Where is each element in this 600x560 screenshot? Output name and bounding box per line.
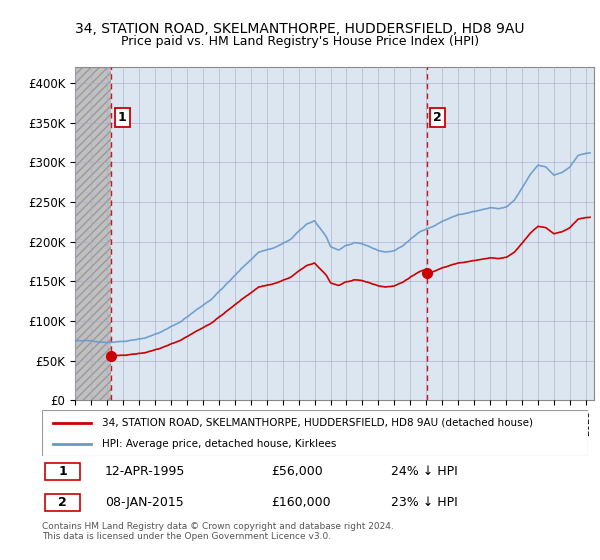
Text: 23% ↓ HPI: 23% ↓ HPI [391, 496, 458, 510]
Text: 08-JAN-2015: 08-JAN-2015 [105, 496, 184, 510]
Text: 2: 2 [433, 111, 442, 124]
Bar [45, 494, 80, 511]
Text: Price paid vs. HM Land Registry's House Price Index (HPI): Price paid vs. HM Land Registry's House … [121, 35, 479, 48]
Text: 34, STATION ROAD, SKELMANTHORPE, HUDDERSFIELD, HD8 9AU: 34, STATION ROAD, SKELMANTHORPE, HUDDERS… [75, 22, 525, 36]
Text: 1: 1 [58, 465, 67, 478]
Bar [75, 67, 112, 400]
Text: £160,000: £160,000 [271, 496, 331, 510]
Text: Contains HM Land Registry data © Crown copyright and database right 2024.
This d: Contains HM Land Registry data © Crown c… [42, 522, 394, 542]
Text: 24% ↓ HPI: 24% ↓ HPI [391, 465, 458, 478]
Text: 1: 1 [118, 111, 127, 124]
Text: 34, STATION ROAD, SKELMANTHORPE, HUDDERSFIELD, HD8 9AU (detached house): 34, STATION ROAD, SKELMANTHORPE, HUDDERS… [102, 418, 533, 428]
Bar [45, 463, 80, 480]
Text: 12-APR-1995: 12-APR-1995 [105, 465, 185, 478]
Text: 2: 2 [58, 496, 67, 510]
Text: HPI: Average price, detached house, Kirklees: HPI: Average price, detached house, Kirk… [102, 439, 337, 449]
Text: £56,000: £56,000 [271, 465, 323, 478]
